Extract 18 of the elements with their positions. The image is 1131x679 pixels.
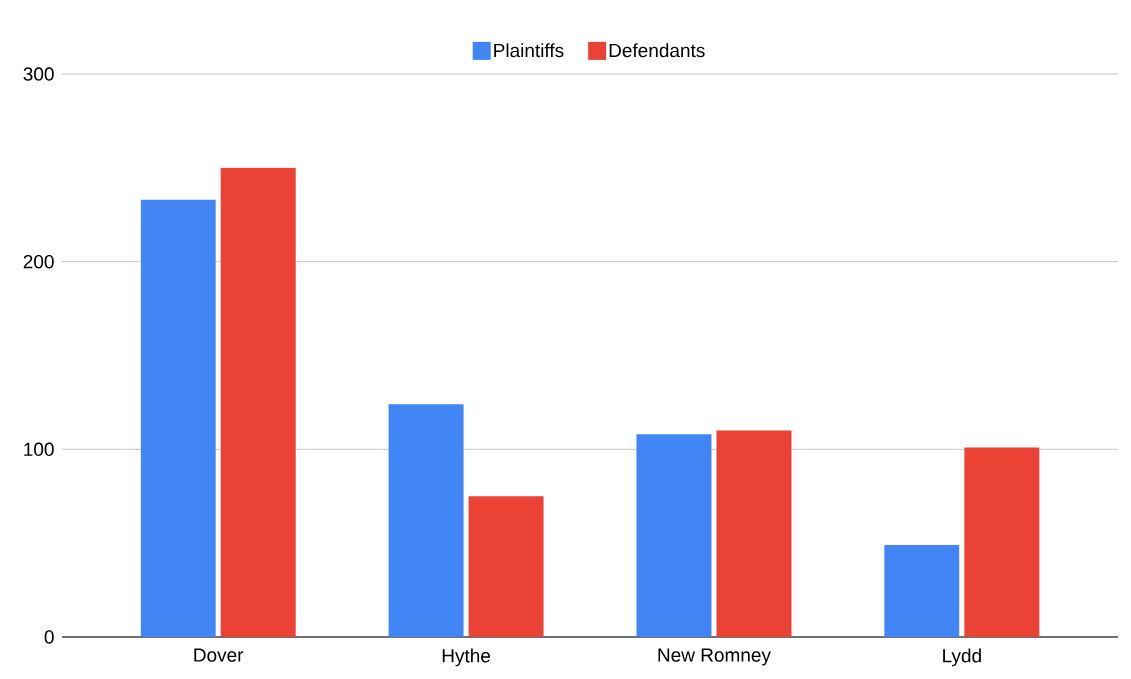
x-tick-label: Lydd [943, 648, 981, 667]
bar [220, 167, 296, 637]
legend-label: Plaintiffs [494, 43, 564, 58]
x-tick-label: Dover [194, 648, 244, 662]
bar [388, 404, 464, 637]
y-tick-label: 300 [23, 67, 54, 81]
y-tick-label: 200 [23, 254, 54, 269]
bar [140, 199, 216, 637]
bar [468, 496, 544, 637]
bar [964, 447, 1040, 637]
x-tick-label: New Romney [658, 648, 771, 666]
x-tick-label: Hythe [442, 648, 491, 667]
legend-label: Defendants [609, 43, 705, 58]
bar [636, 434, 712, 637]
y-tick-label: 0 [44, 630, 54, 644]
y-tick-label: 100 [24, 442, 54, 457]
bar [884, 545, 960, 637]
bar [716, 430, 792, 637]
